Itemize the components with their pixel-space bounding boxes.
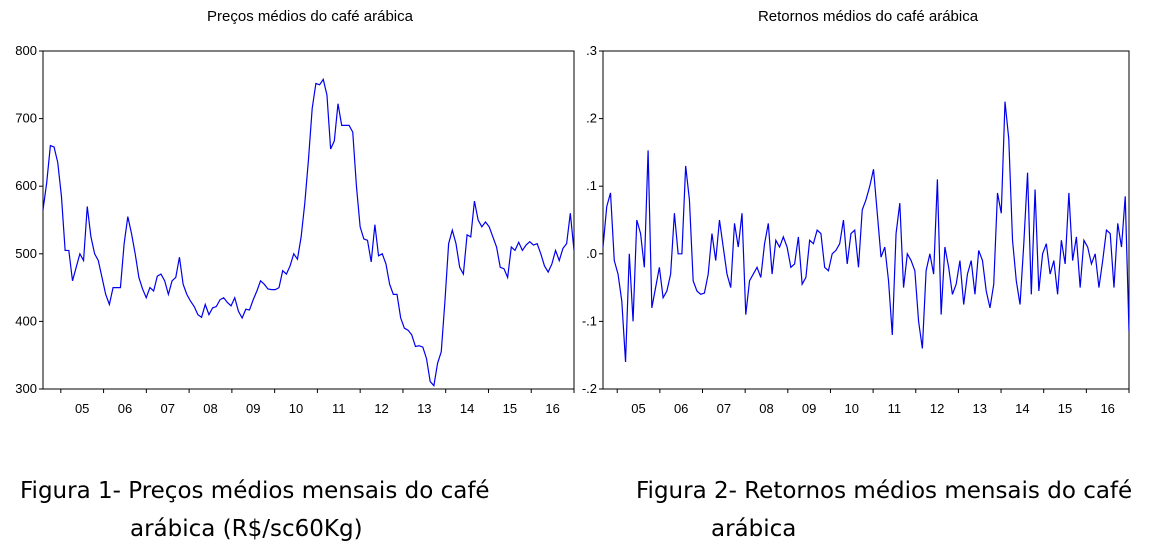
- x-tick-label: 15: [1058, 401, 1072, 416]
- returns-chart-y-axis: -.2 -.1 .0 .1 .2 .3: [582, 43, 603, 396]
- price-chart-y-axis: 300 400 500 600 700 800: [15, 43, 43, 396]
- returns-chart-title: Retornos médios do café arábica: [758, 8, 979, 25]
- y-tick-label: 300: [15, 381, 37, 396]
- x-tick-label: 14: [1015, 401, 1029, 416]
- x-tick-label: 10: [845, 401, 859, 416]
- price-chart-plot-frame: [42, 50, 575, 390]
- x-tick-label: 10: [289, 401, 303, 416]
- x-tick-label: 07: [160, 401, 174, 416]
- figure-1-caption-line-1: Figura 1- Preços médios mensais do café: [20, 478, 490, 504]
- y-tick-label: 400: [15, 313, 37, 328]
- returns-chart: Retornos médios do café arábica -.2 -.1 .0…: [582, 8, 1130, 416]
- x-tick-label: 08: [759, 401, 773, 416]
- figure-1-caption-line-2: arábica (R$/sc60Kg): [130, 516, 363, 542]
- price-chart-x-axis: 05 06 07 08 09 10 11 12 13 14 15 16: [60, 389, 575, 416]
- price-series-line: [42, 77, 575, 387]
- x-tick-label: 09: [802, 401, 816, 416]
- x-tick-label: 08: [203, 401, 217, 416]
- y-tick-label: .2: [586, 111, 597, 126]
- x-tick-label: 05: [75, 401, 89, 416]
- x-tick-label: 12: [374, 401, 388, 416]
- price-chart: Preços médios do café arábica 300 400 500 6…: [15, 8, 575, 416]
- y-tick-label: 700: [15, 111, 37, 126]
- y-tick-label: 600: [15, 178, 37, 193]
- returns-chart-x-axis: 05 06 07 08 09 10 11 12 13 14 15 16: [616, 389, 1130, 416]
- x-tick-label: 16: [1100, 401, 1114, 416]
- x-tick-label: 07: [717, 401, 731, 416]
- x-tick-label: 11: [888, 401, 902, 416]
- x-tick-label: 06: [118, 401, 132, 416]
- x-tick-label: 15: [503, 401, 517, 416]
- x-tick-label: 11: [332, 401, 346, 416]
- returns-series-line: [602, 101, 1130, 362]
- figure-1-caption: Figura 1- Preços médios mensais do café …: [20, 472, 490, 548]
- y-tick-label: .1: [586, 178, 597, 193]
- x-tick-label: 13: [972, 401, 986, 416]
- y-tick-label: .0: [586, 246, 597, 261]
- price-chart-title: Preços médios do café arábica: [207, 8, 414, 25]
- y-tick-label: 500: [15, 246, 37, 261]
- x-tick-label: 13: [417, 401, 431, 416]
- x-tick-label: 09: [246, 401, 260, 416]
- figure-2-caption-line-1: Figura 2- Retornos médios mensais do caf…: [636, 478, 1133, 504]
- x-tick-label: 12: [930, 401, 944, 416]
- y-tick-label: 800: [15, 43, 37, 58]
- figure-2-caption-line-2: arábica: [711, 516, 797, 542]
- y-tick-label: .3: [586, 43, 597, 58]
- x-tick-label: 14: [460, 401, 474, 416]
- returns-chart-plot-frame: [602, 50, 1130, 390]
- y-tick-label: -.1: [582, 313, 597, 328]
- figure-2-caption: Figura 2- Retornos médios mensais do caf…: [636, 472, 1132, 548]
- y-tick-label: -.2: [582, 381, 597, 396]
- x-tick-label: 05: [631, 401, 645, 416]
- x-tick-label: 16: [545, 401, 559, 416]
- x-tick-label: 06: [674, 401, 688, 416]
